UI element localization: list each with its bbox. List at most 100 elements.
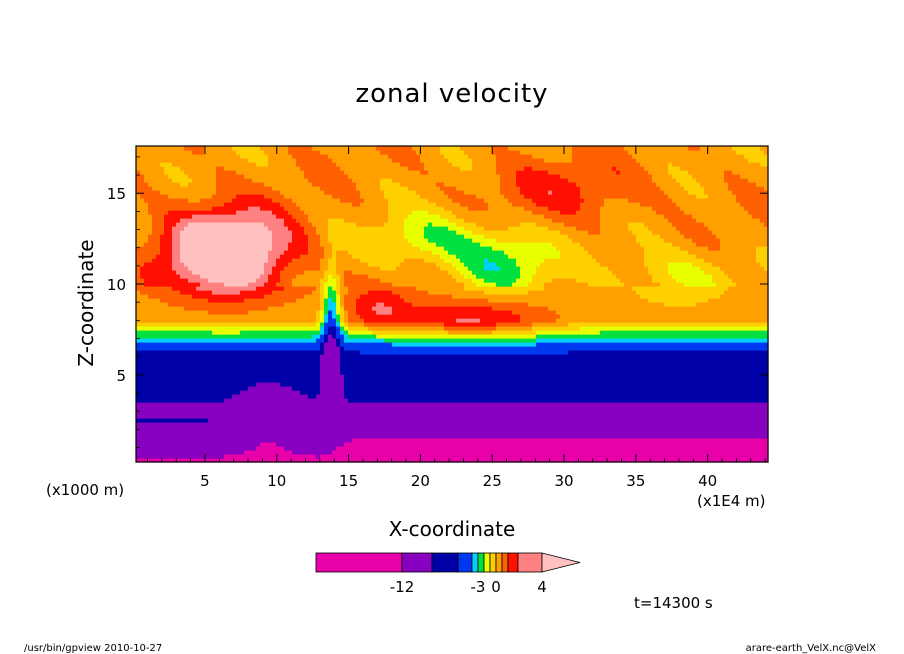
contour-cell (236, 358, 241, 363)
contour-cell (276, 354, 281, 359)
contour-cell (420, 358, 425, 363)
contour-cell (480, 410, 485, 415)
contour-cell (220, 394, 225, 399)
contour-cell (692, 366, 697, 371)
contour-cell (624, 446, 629, 451)
contour-cell (576, 362, 581, 367)
contour-cell (328, 450, 333, 455)
contour-cell (404, 422, 409, 427)
contour-cell (448, 354, 453, 359)
contour-cell (508, 350, 513, 355)
contour-cell (428, 398, 433, 403)
contour-cell (272, 334, 277, 339)
contour-cell (384, 414, 389, 419)
contour-cell (360, 410, 365, 415)
contour-cell (208, 378, 213, 383)
contour-cell (504, 446, 509, 451)
contour-cell (232, 458, 237, 463)
contour-cell (164, 414, 169, 419)
contour-cell (376, 438, 381, 443)
contour-cell (356, 350, 361, 355)
contour-cell (368, 426, 373, 431)
contour-cell (580, 402, 585, 407)
contour-cell (160, 358, 165, 363)
contour-cell (172, 386, 177, 391)
contour-cell (512, 362, 517, 367)
contour-cell (676, 414, 681, 419)
contour-cell (384, 434, 389, 439)
contour-cell (500, 434, 505, 439)
contour-cell (312, 338, 317, 343)
contour-cell (616, 414, 621, 419)
contour-cell (364, 454, 369, 459)
contour-cell (624, 390, 629, 395)
contour-cell (344, 346, 349, 351)
contour-cell (292, 366, 297, 371)
contour-cell (388, 390, 393, 395)
contour-cell (572, 342, 577, 347)
contour-cell (668, 410, 673, 415)
contour-cell (368, 366, 373, 371)
contour-cell (144, 382, 149, 387)
contour-cell (376, 366, 381, 371)
contour-cell (212, 410, 217, 415)
contour-cell (576, 410, 581, 415)
contour-cell (296, 454, 301, 459)
contour-cell (260, 334, 265, 339)
contour-cell (672, 346, 677, 351)
contour-cell (692, 426, 697, 431)
contour-cell (456, 366, 461, 371)
contour-cell (216, 354, 221, 359)
contour-cell (652, 346, 657, 351)
contour-cell (500, 418, 505, 423)
contour-cell (736, 410, 741, 415)
contour-cell (200, 446, 205, 451)
contour-cell (468, 378, 473, 383)
contour-cell (168, 418, 173, 423)
contour-cell (224, 366, 229, 371)
contour-cell (380, 426, 385, 431)
contour-cell (476, 430, 481, 435)
contour-cell (296, 390, 301, 395)
contour-cell (408, 398, 413, 403)
contour-cell (304, 410, 309, 415)
contour-cell (428, 382, 433, 387)
contour-cell (492, 402, 497, 407)
contour-cell (572, 434, 577, 439)
contour-cell (356, 370, 361, 375)
contour-cell (700, 386, 705, 391)
contour-cell (152, 386, 157, 391)
contour-cell (196, 422, 201, 427)
contour-cell (544, 406, 549, 411)
contour-cell (692, 362, 697, 367)
contour-cell (656, 386, 661, 391)
contour-cell (352, 418, 357, 423)
contour-cell (376, 390, 381, 395)
contour-cell (576, 426, 581, 431)
contour-cell (284, 390, 289, 395)
contour-cell (284, 358, 289, 363)
contour-cell (248, 390, 253, 395)
contour-cell (592, 398, 597, 403)
contour-cell (568, 426, 573, 431)
contour-cell (668, 438, 673, 443)
contour-cell (712, 442, 717, 447)
contour-cell (476, 338, 481, 343)
contour-cell (428, 390, 433, 395)
contour-cell (216, 334, 221, 339)
contour-cell (360, 422, 365, 427)
contour-cell (756, 422, 761, 427)
contour-cell (172, 446, 177, 451)
contour-cell (188, 386, 193, 391)
contour-cell (320, 458, 325, 463)
contour-cell (424, 374, 429, 379)
contour-cell (588, 394, 593, 399)
contour-cell (608, 442, 613, 447)
contour-cell (152, 334, 157, 339)
contour-cell (212, 378, 217, 383)
contour-cell (344, 334, 349, 339)
contour-cell (584, 346, 589, 351)
contour-cell (180, 398, 185, 403)
contour-cell (272, 446, 277, 451)
contour-cell (600, 390, 605, 395)
